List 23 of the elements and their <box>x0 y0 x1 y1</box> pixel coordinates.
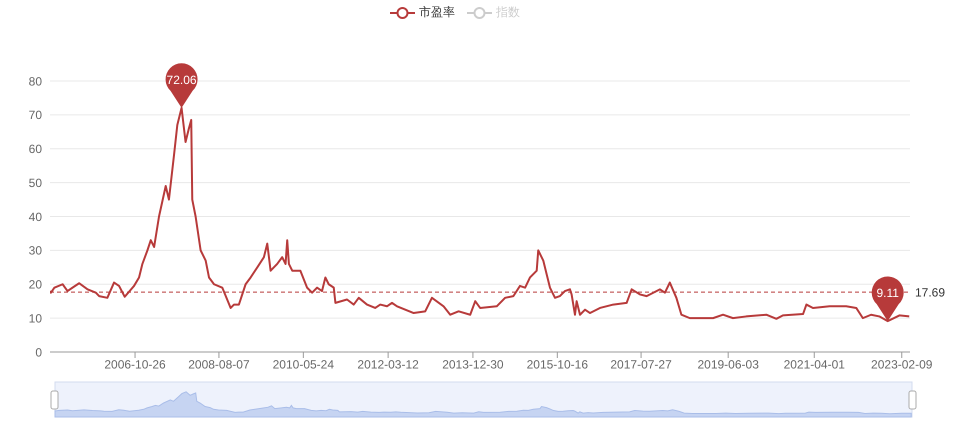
legend-label: 市盈率 <box>418 4 455 21</box>
y-tick-label: 70 <box>28 108 42 122</box>
x-tick-label: 2013-12-30 <box>442 358 504 372</box>
y-tick-label: 80 <box>28 74 42 88</box>
x-tick-label: 2019-06-03 <box>697 358 760 372</box>
x-tick-label: 2006-10-26 <box>104 358 166 372</box>
annotation: 72.06 <box>166 72 197 87</box>
x-tick-label: 2008-08-07 <box>188 358 250 372</box>
annotation: 9.11 <box>876 286 900 300</box>
y-tick-label: 40 <box>28 210 42 224</box>
y-tick-label: 60 <box>28 142 42 156</box>
x-tick-label: 2017-07-27 <box>610 358 672 372</box>
y-tick-label: 10 <box>28 311 42 326</box>
x-tick-label: 2010-05-24 <box>272 358 334 372</box>
y-tick-label: 20 <box>28 278 42 292</box>
x-tick-label: 2023-02-09 <box>871 358 933 372</box>
y-tick-label: 30 <box>28 244 42 258</box>
x-tick-label: 2015-10-16 <box>526 358 588 372</box>
x-tick-label: 2012-03-12 <box>357 358 420 372</box>
y-tick-label: 50 <box>28 176 42 190</box>
ref-line-label: 17.69 <box>915 285 946 300</box>
x-tick-label: 2021-04-01 <box>784 358 846 372</box>
y-tick-label: 0 <box>35 345 42 360</box>
